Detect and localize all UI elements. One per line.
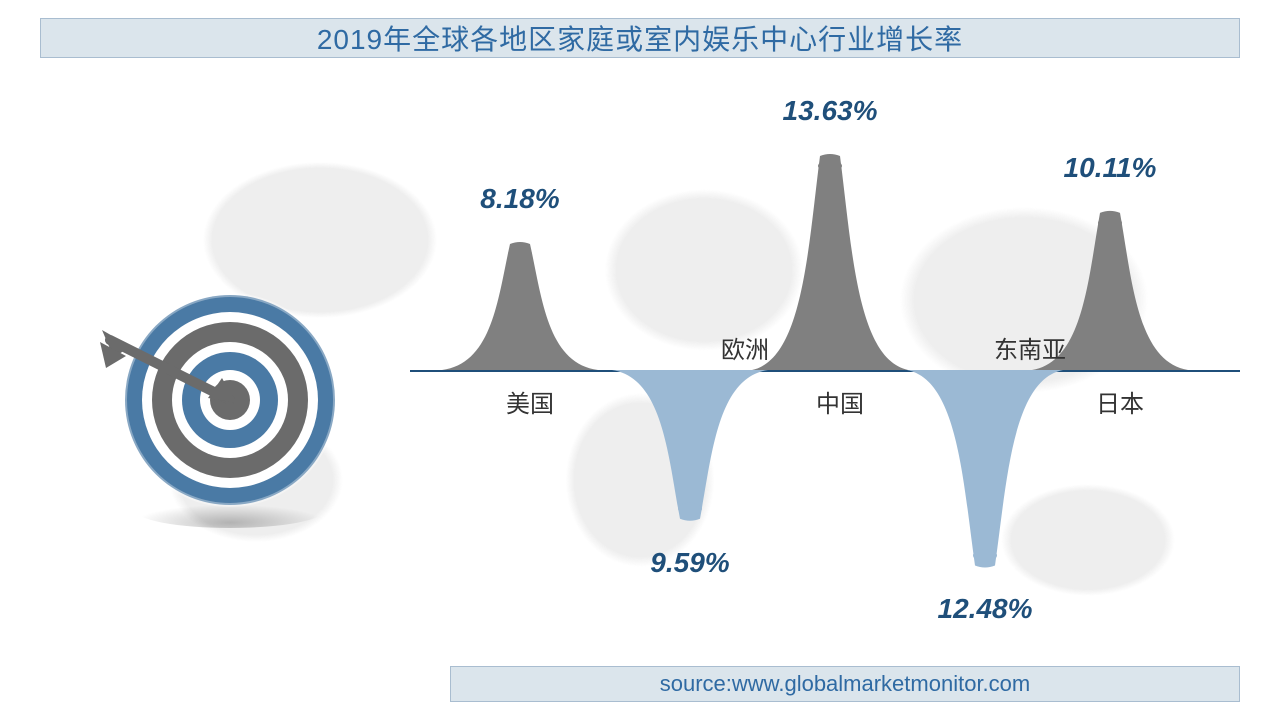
spike-region-label: 日本	[1060, 384, 1180, 419]
spike-region-label: 东南亚	[970, 330, 1090, 365]
spike-region-label: 欧洲	[685, 330, 805, 365]
source-text: source:www.globalmarketmonitor.com	[660, 671, 1030, 697]
growth-chart: 8.18% 美国 9.59% 欧洲 13.63% 中国 12.48% 东南亚 10.11% 日本	[410, 80, 1240, 640]
spike-value-label: 13.63%	[770, 95, 890, 127]
spike-shape	[907, 370, 1063, 567]
spike-cap	[973, 549, 997, 561]
spike-value-label: 10.11%	[1050, 152, 1170, 184]
title-bar: 2019年全球各地区家庭或室内娱乐中心行业增长率	[40, 18, 1240, 58]
spike-region-label: 美国	[470, 384, 590, 419]
spike-shape	[442, 242, 598, 370]
chart-title: 2019年全球各地区家庭或室内娱乐中心行业增长率	[317, 18, 963, 58]
target-bullseye-icon	[100, 280, 360, 540]
spike-cap	[818, 160, 842, 172]
spike-region-label: 中国	[780, 384, 900, 419]
spike-cap	[678, 503, 702, 515]
source-bar: source:www.globalmarketmonitor.com	[450, 666, 1240, 702]
spike-value-label: 12.48%	[925, 593, 1045, 625]
spike-shape	[612, 370, 768, 521]
spike-value-label: 8.18%	[460, 183, 580, 215]
spike-value-label: 9.59%	[630, 547, 750, 579]
spike-cap	[1098, 217, 1122, 229]
spike-cap	[508, 248, 532, 260]
